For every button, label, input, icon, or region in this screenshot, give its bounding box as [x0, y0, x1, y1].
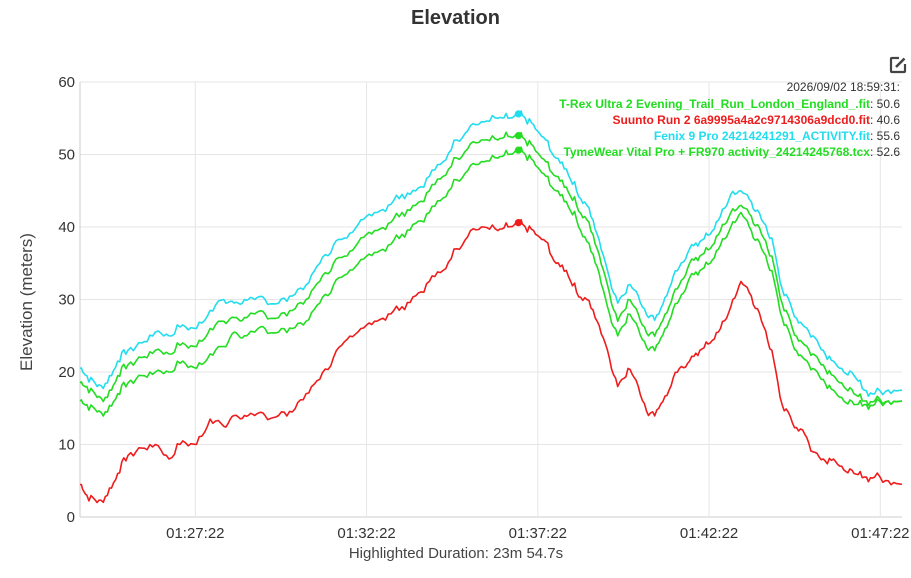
y-tick-label: 30	[58, 292, 75, 309]
legend-series-name: Fenix 9 Pro 24214241291_ACTIVITY.fit	[654, 129, 870, 143]
cursor-timestamp: 2026/09/02 18:59:31:	[787, 80, 900, 94]
y-tick-label: 0	[67, 509, 75, 526]
legend: 2026/09/02 18:59:31: T-Rex Ultra 2 Eveni…	[559, 80, 900, 159]
x-tick-label: 01:37:22	[509, 525, 567, 542]
x-tick-label: 01:47:22	[851, 525, 909, 542]
y-tick-label: 60	[58, 74, 75, 91]
x-tick-label: 01:32:22	[337, 525, 395, 542]
legend-series-value: 50.6	[877, 97, 901, 111]
legend-series-value: 52.6	[877, 145, 901, 159]
legend-entry: TymeWear Vital Pro + FR970 activity_2421…	[563, 145, 900, 159]
y-tick-label: 40	[58, 219, 75, 236]
legend-entry: T-Rex Ultra 2 Evening_Trail_Run_London_E…	[559, 97, 900, 111]
cursor-marker	[514, 146, 523, 154]
legend-entry: Fenix 9 Pro 24214241291_ACTIVITY.fit: 55…	[654, 129, 900, 143]
x-tick-label: 01:42:22	[680, 525, 738, 542]
cursor-marker	[514, 110, 523, 118]
y-tick-label: 50	[58, 147, 75, 164]
series-lines	[79, 110, 903, 504]
legend-series-name: T-Rex Ultra 2 Evening_Trail_Run_London_E…	[559, 97, 870, 111]
series-line	[79, 146, 903, 417]
legend-separator: :	[870, 129, 877, 143]
y-axis-title: Elevation (meters)	[17, 233, 36, 371]
cursor-markers	[514, 110, 523, 227]
legend-separator: :	[870, 97, 877, 111]
edit-icon[interactable]	[889, 56, 907, 74]
y-tick-label: 10	[58, 437, 75, 454]
cursor-marker	[514, 219, 523, 227]
legend-separator: :	[870, 145, 877, 159]
legend-series-name: Suunto Run 2 6a9995a4a2c9714306a9dcd0.fi…	[613, 113, 870, 127]
axes: 0 10 20 30 40 50 60 01:27:22 01:32:22 01:37:22 01:…	[58, 74, 909, 542]
series-line	[79, 110, 903, 397]
series-line	[79, 218, 903, 504]
legend-entry: Suunto Run 2 6a9995a4a2c9714306a9dcd0.fi…	[613, 113, 901, 127]
y-tick-label: 20	[58, 364, 75, 381]
legend-series-value: 55.6	[877, 129, 901, 143]
legend-series-value: 40.6	[877, 113, 901, 127]
x-axis-title: Highlighted Duration: 23m 54.7s	[349, 545, 563, 562]
legend-series-name: TymeWear Vital Pro + FR970 activity_2421…	[563, 145, 870, 159]
series-line	[79, 131, 903, 407]
grid-lines	[80, 81, 902, 518]
legend-separator: :	[870, 113, 877, 127]
cursor-marker	[514, 132, 523, 140]
chart-title: Elevation	[411, 7, 500, 29]
x-tick-label: 01:27:22	[166, 525, 224, 542]
